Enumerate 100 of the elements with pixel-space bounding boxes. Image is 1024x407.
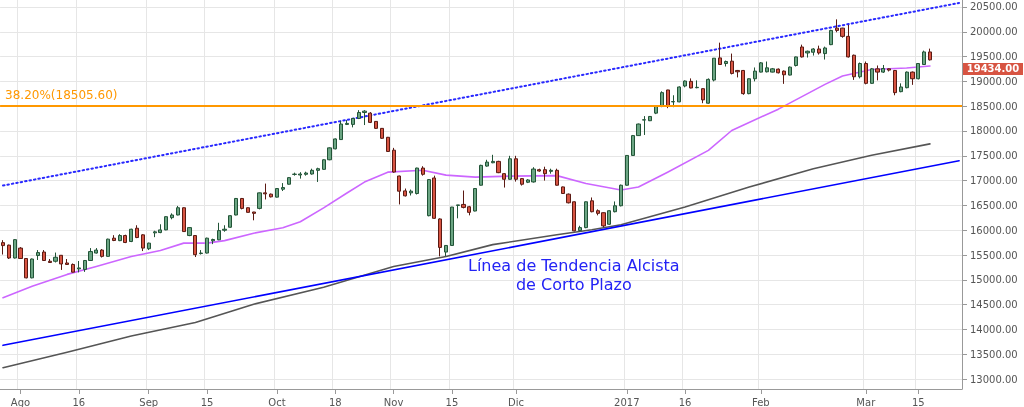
candlestick — [106, 238, 110, 258]
candlestick — [368, 111, 372, 124]
y-tick-label: 13500.00 — [970, 348, 1018, 360]
y-tick-label: 19000.00 — [970, 75, 1018, 87]
candlestick — [380, 127, 384, 140]
candlestick — [252, 211, 256, 221]
y-tick-label: 17500.00 — [970, 150, 1018, 162]
candlestick — [36, 249, 40, 261]
candlestick — [77, 260, 81, 273]
candlestick — [864, 61, 868, 85]
candlestick — [71, 262, 75, 273]
candlestick — [473, 187, 477, 212]
candlestick — [543, 166, 547, 182]
candlestick — [409, 189, 413, 196]
candlestick — [42, 249, 46, 262]
candlestick — [432, 175, 436, 220]
candlestick — [415, 167, 419, 195]
text: 19434.00 — [966, 63, 1020, 75]
y-tick-label: 15500.00 — [970, 249, 1018, 261]
candlestick — [246, 206, 250, 213]
candlestick — [642, 115, 646, 136]
candlestick — [485, 159, 489, 168]
y-tick-label: 15000.00 — [970, 274, 1018, 286]
candlestick — [1, 239, 5, 256]
candlestick — [671, 94, 675, 108]
candlestick — [753, 66, 757, 82]
x-tick-label: Sep — [139, 396, 159, 407]
candlestick — [514, 155, 518, 183]
ref-line-label: 38.20%(18505.60) — [5, 87, 118, 102]
x-tick-label: Oct — [268, 396, 286, 407]
candlestick — [444, 244, 448, 257]
candlestick — [887, 67, 891, 72]
y-tick-label: 17000.00 — [970, 175, 1018, 187]
candlestick — [625, 154, 629, 187]
x-tick-label: 15 — [445, 396, 459, 407]
candlestick — [339, 120, 343, 141]
candlestick — [30, 258, 34, 279]
x-tick-label: 18 — [328, 396, 342, 407]
candlestick — [450, 206, 454, 247]
candlestick — [234, 197, 238, 216]
candlestick — [345, 119, 349, 126]
candlestick — [275, 187, 279, 198]
candlestick — [310, 168, 314, 176]
candlestick — [456, 204, 460, 219]
candlestick — [875, 64, 880, 81]
candlestick — [829, 29, 833, 46]
candlestick — [351, 117, 355, 128]
x-tick-label: Dic — [508, 396, 525, 407]
candlestick — [782, 69, 786, 85]
y-tick-label: 16000.00 — [970, 224, 1018, 236]
candlestick — [397, 175, 401, 205]
x-tick-label: 16 — [678, 396, 692, 407]
candlestick — [677, 85, 681, 103]
candlestick — [922, 50, 926, 66]
y-tick-label: 20500.00 — [970, 1, 1018, 13]
candlestick — [479, 164, 483, 187]
candlestick — [788, 65, 792, 76]
candlestick — [701, 87, 705, 104]
candlestick — [916, 62, 920, 80]
candlestick — [176, 205, 180, 216]
candlestick — [123, 234, 127, 244]
annotation: Línea de Tendencia Alcista de Corto Plazo — [468, 256, 680, 294]
candlestick — [263, 183, 267, 200]
y-tick-label: 19500.00 — [970, 51, 1018, 63]
candlestick — [211, 238, 215, 245]
y-tick-label: 16500.00 — [970, 199, 1018, 211]
candlestick — [881, 64, 885, 74]
candlestick — [170, 212, 174, 220]
x-tick-label: Mar — [856, 396, 877, 407]
candlestick — [724, 60, 728, 67]
candlestick — [905, 70, 909, 89]
y-tick-label: 18500.00 — [970, 100, 1018, 112]
candlestick — [555, 168, 559, 187]
candlestick — [281, 182, 285, 192]
y-tick-label: 18000.00 — [970, 125, 1018, 137]
candlestick — [491, 154, 495, 164]
candlestick — [718, 42, 722, 66]
candlestick — [164, 215, 168, 231]
candlestick — [438, 217, 442, 257]
candlestick — [508, 155, 512, 181]
x-tick-label: 15 — [911, 396, 925, 407]
x-tick-label: 15 — [200, 396, 214, 407]
candlestick — [858, 62, 862, 79]
candlestick — [147, 242, 151, 251]
x-tick-label: 16 — [72, 396, 86, 407]
candlestick — [800, 44, 804, 59]
candlestick — [182, 206, 186, 233]
candlestick — [689, 77, 693, 89]
candlestick — [240, 197, 244, 210]
candlestick — [706, 77, 710, 105]
candlestick — [899, 82, 903, 93]
candlestick — [619, 184, 623, 207]
candlestick — [537, 168, 541, 173]
candlestick — [193, 234, 197, 258]
candlestick — [759, 61, 763, 73]
candlestick — [59, 254, 63, 271]
candlestick — [852, 54, 856, 81]
line-series — [2, 65, 931, 299]
candlestick — [613, 200, 617, 213]
candlestick — [374, 120, 378, 130]
